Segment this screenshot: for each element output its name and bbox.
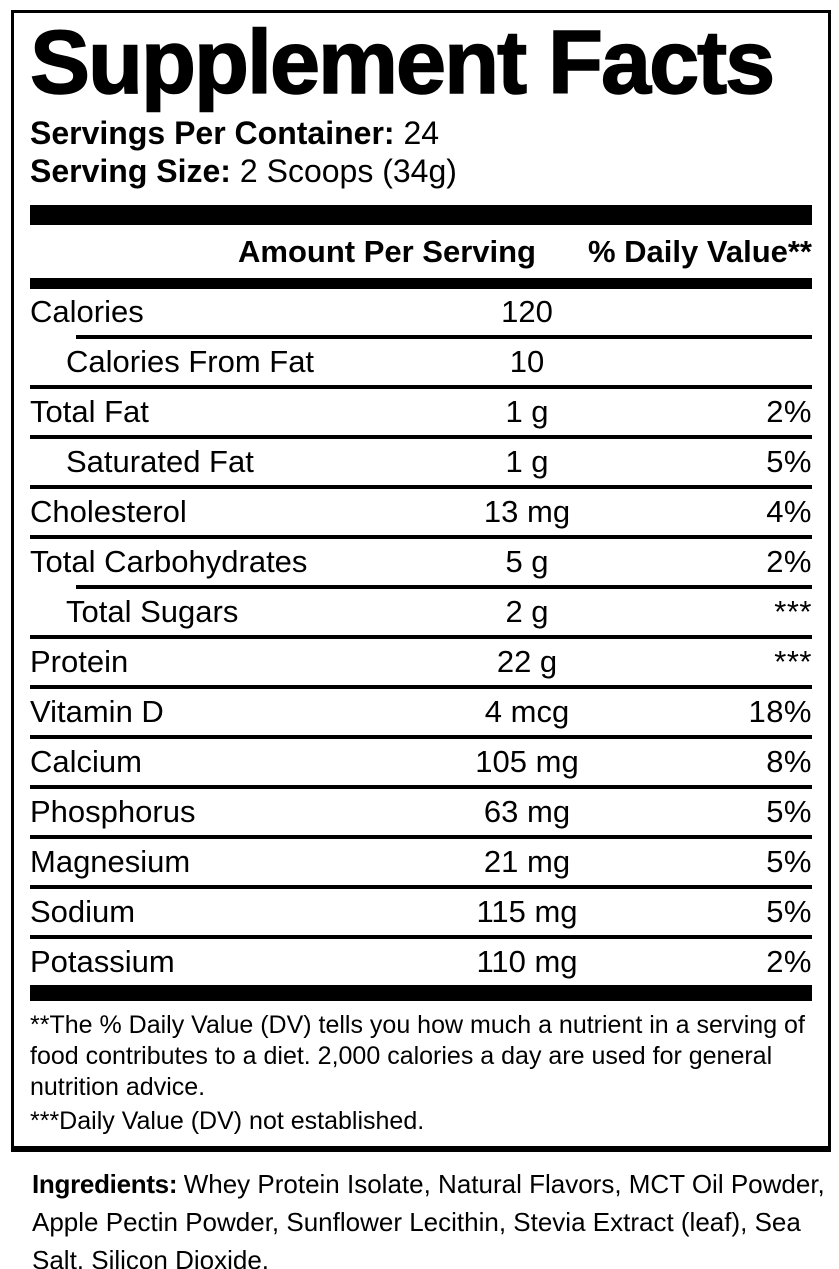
- row-divider: [30, 634, 812, 639]
- nutrient-name: Sodium: [30, 893, 136, 929]
- nutrient-name: Potassium: [30, 943, 175, 979]
- row-divider: [30, 734, 812, 739]
- servings-per-container-label: Servings Per Container:: [30, 114, 395, 151]
- nutrient-name: Total Sugars: [66, 593, 239, 629]
- nutrient-amount: 110 mg: [476, 943, 578, 979]
- column-header-amount: Amount Per Serving: [238, 233, 536, 269]
- nutrient-amount: 63 mg: [483, 793, 571, 829]
- row-divider: [30, 484, 812, 489]
- nutrient-row: Total Carbohydrates 5 g 2%: [30, 539, 812, 585]
- row-divider: [30, 534, 812, 539]
- footnote-daily-value: **The % Daily Value (DV) tells you how m…: [30, 1010, 805, 1101]
- column-header-daily-value: % Daily Value**: [587, 233, 812, 269]
- row-divider: [30, 384, 812, 389]
- nutrient-row: Cholesterol 13 mg 4%: [30, 489, 812, 535]
- row-divider: [30, 684, 812, 689]
- nutrient-name: Vitamin D: [30, 693, 164, 729]
- nutrient-daily-value: 4%: [766, 493, 812, 529]
- nutrient-amount: 2 g: [505, 593, 549, 629]
- servings-per-container-value: 24: [403, 114, 440, 151]
- divider-thick-top: [30, 204, 812, 225]
- nutrient-daily-value: ***: [774, 593, 812, 629]
- nutrient-name: Saturated Fat: [66, 443, 254, 479]
- nutrient-row: Saturated Fat 1 g 5%: [30, 439, 812, 485]
- ingredients-label: Ingredients:: [32, 1168, 178, 1199]
- footnote-dv-not-established: ***Daily Value (DV) not established.: [30, 1106, 425, 1135]
- nutrient-daily-value: 8%: [766, 743, 812, 779]
- nutrient-amount: 5 g: [505, 543, 549, 579]
- nutrient-row: Calcium 105 mg 8%: [30, 739, 812, 785]
- divider-medium-header: [30, 277, 812, 289]
- nutrient-name: Total Fat: [30, 393, 149, 429]
- nutrient-name: Cholesterol: [30, 493, 187, 529]
- nutrient-amount: 4 mcg: [484, 693, 570, 729]
- serving-size-value: 2 Scoops (34g): [239, 152, 457, 189]
- nutrient-daily-value: 18%: [748, 693, 812, 729]
- nutrient-amount: 105 mg: [475, 743, 579, 779]
- nutrient-name: Calories From Fat: [66, 343, 315, 379]
- serving-size-label: Serving Size:: [30, 152, 231, 189]
- servings-per-container: Servings Per Container: 24: [30, 114, 812, 152]
- ingredients-section: Ingredients: Whey Protein Isolate, Natura…: [32, 1165, 829, 1269]
- nutrient-name: Protein: [30, 643, 129, 679]
- row-divider: [76, 584, 812, 589]
- nutrient-daily-value: 2%: [766, 393, 812, 429]
- row-divider: [30, 784, 812, 789]
- nutrient-name: Phosphorus: [30, 793, 196, 829]
- nutrient-row: Potassium 110 mg 2%: [30, 939, 812, 985]
- nutrient-row: Phosphorus 63 mg 5%: [30, 789, 812, 835]
- panel-title: Supplement Facts: [29, 13, 776, 113]
- nutrient-row: Sodium 115 mg 5%: [30, 889, 812, 935]
- nutrient-name: Calcium: [30, 743, 142, 779]
- nutrient-daily-value: 5%: [766, 443, 812, 479]
- nutrient-amount: 10: [509, 343, 545, 379]
- nutrient-row: Calories 120: [30, 289, 812, 335]
- footnotes: **The % Daily Value (DV) tells you how m…: [30, 1001, 812, 1137]
- nutrient-daily-value: ***: [774, 643, 812, 679]
- ingredients-line: Ingredients: Whey Protein Isolate, Natura…: [32, 1165, 829, 1269]
- row-divider: [30, 834, 812, 839]
- nutrient-name: Magnesium: [30, 843, 191, 879]
- row-divider: [30, 934, 812, 939]
- nutrient-row: Total Fat 1 g 2%: [30, 389, 812, 435]
- nutrient-amount: 21 mg: [483, 843, 571, 879]
- nutrient-amount: 1 g: [505, 443, 549, 479]
- row-divider: [76, 334, 812, 339]
- nutrient-daily-value: 5%: [766, 843, 812, 879]
- nutrient-daily-value: 5%: [766, 793, 812, 829]
- ingredients-value: Whey Protein Isolate, Natural Flavors, M…: [32, 1168, 825, 1269]
- nutrient-amount: 1 g: [505, 393, 549, 429]
- row-divider: [30, 434, 812, 439]
- nutrient-amount: 22 g: [496, 643, 558, 679]
- nutrient-table: Calories 120 Calories From Fat 10 Total …: [30, 289, 812, 985]
- nutrient-amount: 13 mg: [483, 493, 571, 529]
- nutrient-row: Magnesium 21 mg 5%: [30, 839, 812, 885]
- nutrient-row: Protein 22 g ***: [30, 639, 812, 685]
- nutrient-name: Total Carbohydrates: [30, 543, 308, 579]
- nutrient-amount: 120: [501, 293, 553, 329]
- serving-size: Serving Size: 2 Scoops (34g): [30, 152, 812, 190]
- nutrient-amount: 115 mg: [476, 893, 578, 929]
- nutrient-daily-value: 5%: [766, 893, 812, 929]
- nutrient-row: Calories From Fat 10: [30, 339, 812, 385]
- table-header: Amount Per Serving % Daily Value**: [30, 225, 812, 278]
- row-divider: [30, 884, 812, 889]
- nutrient-daily-value: 2%: [766, 543, 812, 579]
- nutrient-daily-value: 2%: [766, 943, 812, 979]
- nutrient-row: Total Sugars 2 g ***: [30, 589, 812, 635]
- supplement-facts-panel: Supplement Facts Servings Per Container:…: [11, 10, 831, 1152]
- divider-thick-bottom: [30, 984, 812, 1001]
- nutrient-row: Vitamin D 4 mcg 18%: [30, 689, 812, 735]
- nutrient-name: Calories: [30, 293, 144, 329]
